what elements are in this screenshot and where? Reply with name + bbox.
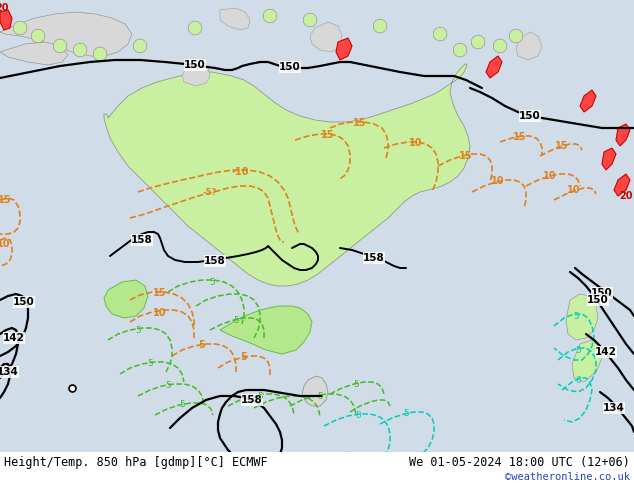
Polygon shape (572, 340, 602, 382)
Polygon shape (263, 9, 277, 23)
Text: 150: 150 (587, 295, 609, 305)
Polygon shape (493, 39, 507, 53)
Text: 5: 5 (198, 340, 205, 350)
Text: 134: 134 (0, 367, 19, 377)
Text: 150: 150 (13, 297, 35, 307)
Polygon shape (373, 19, 387, 33)
Polygon shape (336, 38, 352, 60)
Text: 5: 5 (233, 316, 239, 324)
Polygon shape (616, 124, 630, 146)
Text: 10: 10 (567, 185, 581, 195)
Text: 10: 10 (491, 176, 505, 186)
Polygon shape (433, 27, 447, 41)
Text: 5: 5 (257, 392, 263, 400)
Text: 150: 150 (519, 111, 541, 121)
Text: 158: 158 (241, 395, 263, 405)
Text: 150: 150 (279, 62, 301, 72)
Text: 150: 150 (184, 60, 206, 70)
Polygon shape (53, 39, 67, 53)
Text: 134: 134 (603, 403, 625, 413)
Polygon shape (516, 32, 542, 60)
Polygon shape (310, 22, 342, 52)
Text: 15: 15 (459, 151, 473, 161)
Text: Height/Temp. 850 hPa [gdmp][°C] ECMWF: Height/Temp. 850 hPa [gdmp][°C] ECMWF (4, 456, 268, 468)
Text: 0: 0 (575, 375, 581, 385)
Polygon shape (188, 21, 202, 35)
Text: 5: 5 (165, 381, 171, 390)
Text: 15: 15 (514, 132, 527, 142)
Polygon shape (509, 29, 523, 43)
Polygon shape (220, 306, 312, 354)
Polygon shape (74, 43, 87, 57)
Polygon shape (0, 42, 68, 65)
Polygon shape (566, 294, 598, 340)
Text: 20: 20 (0, 3, 9, 13)
Text: 10: 10 (0, 239, 11, 249)
Bar (0, 452, 634, 490)
Polygon shape (471, 35, 485, 49)
Text: 158: 158 (131, 235, 153, 245)
Polygon shape (182, 65, 210, 86)
Polygon shape (220, 8, 250, 30)
Polygon shape (303, 13, 317, 27)
Text: 15: 15 (153, 288, 167, 298)
Text: 10: 10 (153, 308, 167, 318)
Text: 5: 5 (317, 392, 323, 400)
Text: 142: 142 (595, 347, 617, 357)
Text: -5?: -5? (203, 188, 217, 196)
Text: 15: 15 (321, 130, 335, 140)
Text: 15: 15 (555, 141, 569, 151)
Polygon shape (486, 56, 502, 78)
Text: 5: 5 (353, 379, 359, 389)
Polygon shape (614, 174, 630, 196)
Text: 20: 20 (619, 191, 633, 201)
Polygon shape (580, 90, 596, 112)
Text: 5: 5 (179, 399, 185, 409)
Polygon shape (13, 21, 27, 35)
Text: 5: 5 (575, 345, 581, 354)
Text: 5: 5 (573, 312, 579, 320)
Polygon shape (302, 376, 328, 406)
Text: 0: 0 (355, 411, 361, 419)
Text: We 01-05-2024 18:00 UTC (12+06): We 01-05-2024 18:00 UTC (12+06) (409, 456, 630, 468)
Text: 10: 10 (410, 138, 423, 148)
Polygon shape (93, 47, 107, 61)
Polygon shape (0, 12, 132, 56)
Polygon shape (104, 280, 148, 318)
Polygon shape (453, 43, 467, 57)
Text: 15: 15 (0, 195, 12, 205)
Text: 142: 142 (3, 333, 25, 343)
Text: 5: 5 (135, 325, 141, 335)
Text: 5: 5 (403, 409, 409, 417)
Polygon shape (31, 29, 45, 43)
Text: 150: 150 (591, 288, 613, 298)
Text: 10: 10 (543, 171, 557, 181)
Text: -10: -10 (231, 167, 249, 177)
Polygon shape (104, 64, 470, 286)
Polygon shape (0, 10, 12, 30)
Polygon shape (133, 39, 147, 53)
Polygon shape (602, 148, 616, 170)
Text: 158: 158 (204, 256, 226, 266)
Text: ©weatheronline.co.uk: ©weatheronline.co.uk (505, 472, 630, 482)
Text: 5: 5 (241, 352, 247, 362)
Text: 158: 158 (363, 253, 385, 263)
Text: 15: 15 (353, 118, 366, 128)
Text: 5: 5 (209, 277, 215, 287)
Text: 5: 5 (147, 359, 153, 368)
